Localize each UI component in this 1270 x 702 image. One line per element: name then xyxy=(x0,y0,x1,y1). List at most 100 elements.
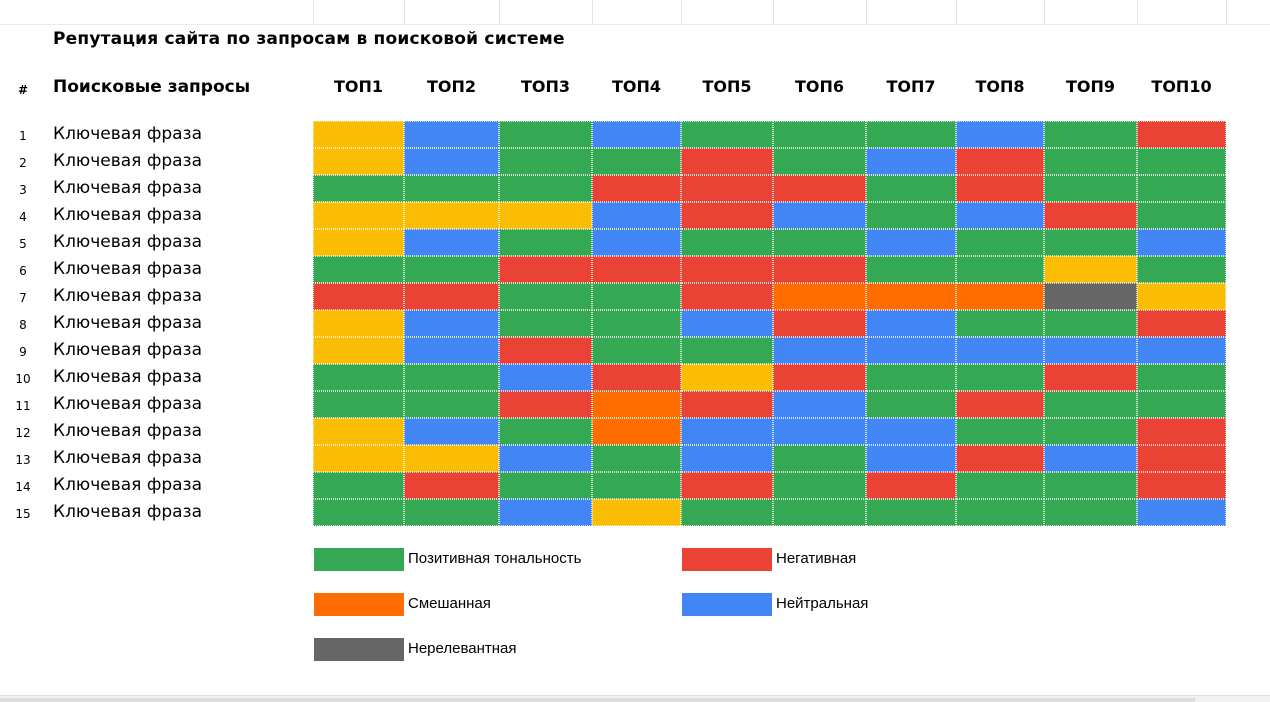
grid-cell[interactable] xyxy=(1044,256,1137,283)
query-label[interactable]: Ключевая фраза xyxy=(53,205,203,225)
row-number[interactable]: 10 xyxy=(15,372,31,386)
query-label[interactable]: Ключевая фраза xyxy=(53,232,203,252)
row-number[interactable]: 5 xyxy=(19,237,27,251)
grid-cell[interactable] xyxy=(1044,148,1137,175)
grid-cell[interactable] xyxy=(1137,337,1226,364)
grid-cell[interactable] xyxy=(592,391,681,418)
grid-cell[interactable] xyxy=(313,121,404,148)
grid-cell[interactable] xyxy=(866,364,956,391)
grid-cell[interactable] xyxy=(956,418,1044,445)
grid-cell[interactable] xyxy=(404,310,499,337)
grid-cell[interactable] xyxy=(681,256,773,283)
column-header-top9[interactable]: ТОП9 xyxy=(1065,77,1116,96)
query-label[interactable]: Ключевая фраза xyxy=(53,259,203,279)
grid-cell[interactable] xyxy=(313,283,404,310)
column-header-top8[interactable]: ТОП8 xyxy=(975,77,1025,96)
grid-cell[interactable] xyxy=(592,283,681,310)
grid-cell[interactable] xyxy=(866,418,956,445)
row-number[interactable]: 13 xyxy=(15,453,31,467)
query-label[interactable]: Ключевая фраза xyxy=(53,448,203,468)
grid-cell[interactable] xyxy=(499,418,592,445)
grid-cell[interactable] xyxy=(773,121,866,148)
grid-cell[interactable] xyxy=(1044,499,1137,526)
grid-cell[interactable] xyxy=(592,499,681,526)
grid-cell[interactable] xyxy=(1044,121,1137,148)
grid-cell[interactable] xyxy=(404,202,499,229)
column-header-top5[interactable]: ТОП5 xyxy=(702,77,752,96)
grid-cell[interactable] xyxy=(1137,175,1226,202)
grid-cell[interactable] xyxy=(499,202,592,229)
grid-cell[interactable] xyxy=(1137,418,1226,445)
grid-cell[interactable] xyxy=(681,472,773,499)
row-number-header[interactable]: # xyxy=(18,83,29,97)
grid-cell[interactable] xyxy=(404,418,499,445)
grid-cell[interactable] xyxy=(866,283,956,310)
column-header-top6[interactable]: ТОП6 xyxy=(794,77,845,96)
grid-cell[interactable] xyxy=(499,256,592,283)
grid-cell[interactable] xyxy=(1044,364,1137,391)
query-label[interactable]: Ключевая фраза xyxy=(53,286,203,306)
grid-cell[interactable] xyxy=(956,472,1044,499)
row-number[interactable]: 12 xyxy=(15,426,31,440)
grid-cell[interactable] xyxy=(956,364,1044,391)
grid-cell[interactable] xyxy=(313,364,404,391)
column-header-top3[interactable]: ТОП3 xyxy=(520,77,571,96)
grid-cell[interactable] xyxy=(956,256,1044,283)
grid-cell[interactable] xyxy=(1137,202,1226,229)
grid-cell[interactable] xyxy=(404,175,499,202)
row-number[interactable]: 8 xyxy=(19,318,27,332)
grid-cell[interactable] xyxy=(592,175,681,202)
grid-cell[interactable] xyxy=(499,472,592,499)
row-number[interactable]: 6 xyxy=(19,264,27,278)
grid-cell[interactable] xyxy=(866,310,956,337)
grid-cell[interactable] xyxy=(404,229,499,256)
grid-cell[interactable] xyxy=(956,445,1044,472)
grid-cell[interactable] xyxy=(866,337,956,364)
grid-cell[interactable] xyxy=(681,283,773,310)
grid-cell[interactable] xyxy=(773,229,866,256)
grid-cell[interactable] xyxy=(499,175,592,202)
grid-cell[interactable] xyxy=(313,202,404,229)
row-number[interactable]: 2 xyxy=(19,156,27,170)
query-label[interactable]: Ключевая фраза xyxy=(53,475,203,495)
grid-cell[interactable] xyxy=(1044,202,1137,229)
legend-label[interactable]: Позитивная тональность xyxy=(408,550,582,567)
grid-cell[interactable] xyxy=(404,148,499,175)
grid-cell[interactable] xyxy=(681,499,773,526)
grid-cell[interactable] xyxy=(499,499,592,526)
grid-cell[interactable] xyxy=(592,337,681,364)
grid-cell[interactable] xyxy=(956,175,1044,202)
grid-cell[interactable] xyxy=(866,175,956,202)
grid-cell[interactable] xyxy=(681,202,773,229)
grid-cell[interactable] xyxy=(499,310,592,337)
grid-cell[interactable] xyxy=(313,418,404,445)
grid-cell[interactable] xyxy=(773,175,866,202)
grid-cell[interactable] xyxy=(681,175,773,202)
grid-cell[interactable] xyxy=(1044,175,1137,202)
grid-cell[interactable] xyxy=(773,472,866,499)
column-header-top10[interactable]: ТОП10 xyxy=(1151,77,1212,96)
query-label[interactable]: Ключевая фраза xyxy=(53,394,203,414)
grid-cell[interactable] xyxy=(773,391,866,418)
grid-cell[interactable] xyxy=(1044,391,1137,418)
grid-cell[interactable] xyxy=(313,445,404,472)
grid-cell[interactable] xyxy=(404,121,499,148)
queries-column-header[interactable]: Поисковые запросы xyxy=(53,77,251,97)
row-number[interactable]: 3 xyxy=(19,183,27,197)
query-label[interactable]: Ключевая фраза xyxy=(53,502,203,522)
grid-cell[interactable] xyxy=(866,148,956,175)
grid-cell[interactable] xyxy=(866,121,956,148)
scrollbar-thumb[interactable] xyxy=(0,698,1195,702)
grid-cell[interactable] xyxy=(1137,391,1226,418)
grid-cell[interactable] xyxy=(1044,418,1137,445)
grid-cell[interactable] xyxy=(313,337,404,364)
column-header-top4[interactable]: ТОП4 xyxy=(611,77,662,96)
grid-cell[interactable] xyxy=(592,148,681,175)
row-number[interactable]: 7 xyxy=(19,291,27,305)
grid-cell[interactable] xyxy=(866,499,956,526)
grid-cell[interactable] xyxy=(681,121,773,148)
grid-cell[interactable] xyxy=(773,283,866,310)
grid-cell[interactable] xyxy=(681,148,773,175)
grid-cell[interactable] xyxy=(499,391,592,418)
grid-cell[interactable] xyxy=(1044,229,1137,256)
